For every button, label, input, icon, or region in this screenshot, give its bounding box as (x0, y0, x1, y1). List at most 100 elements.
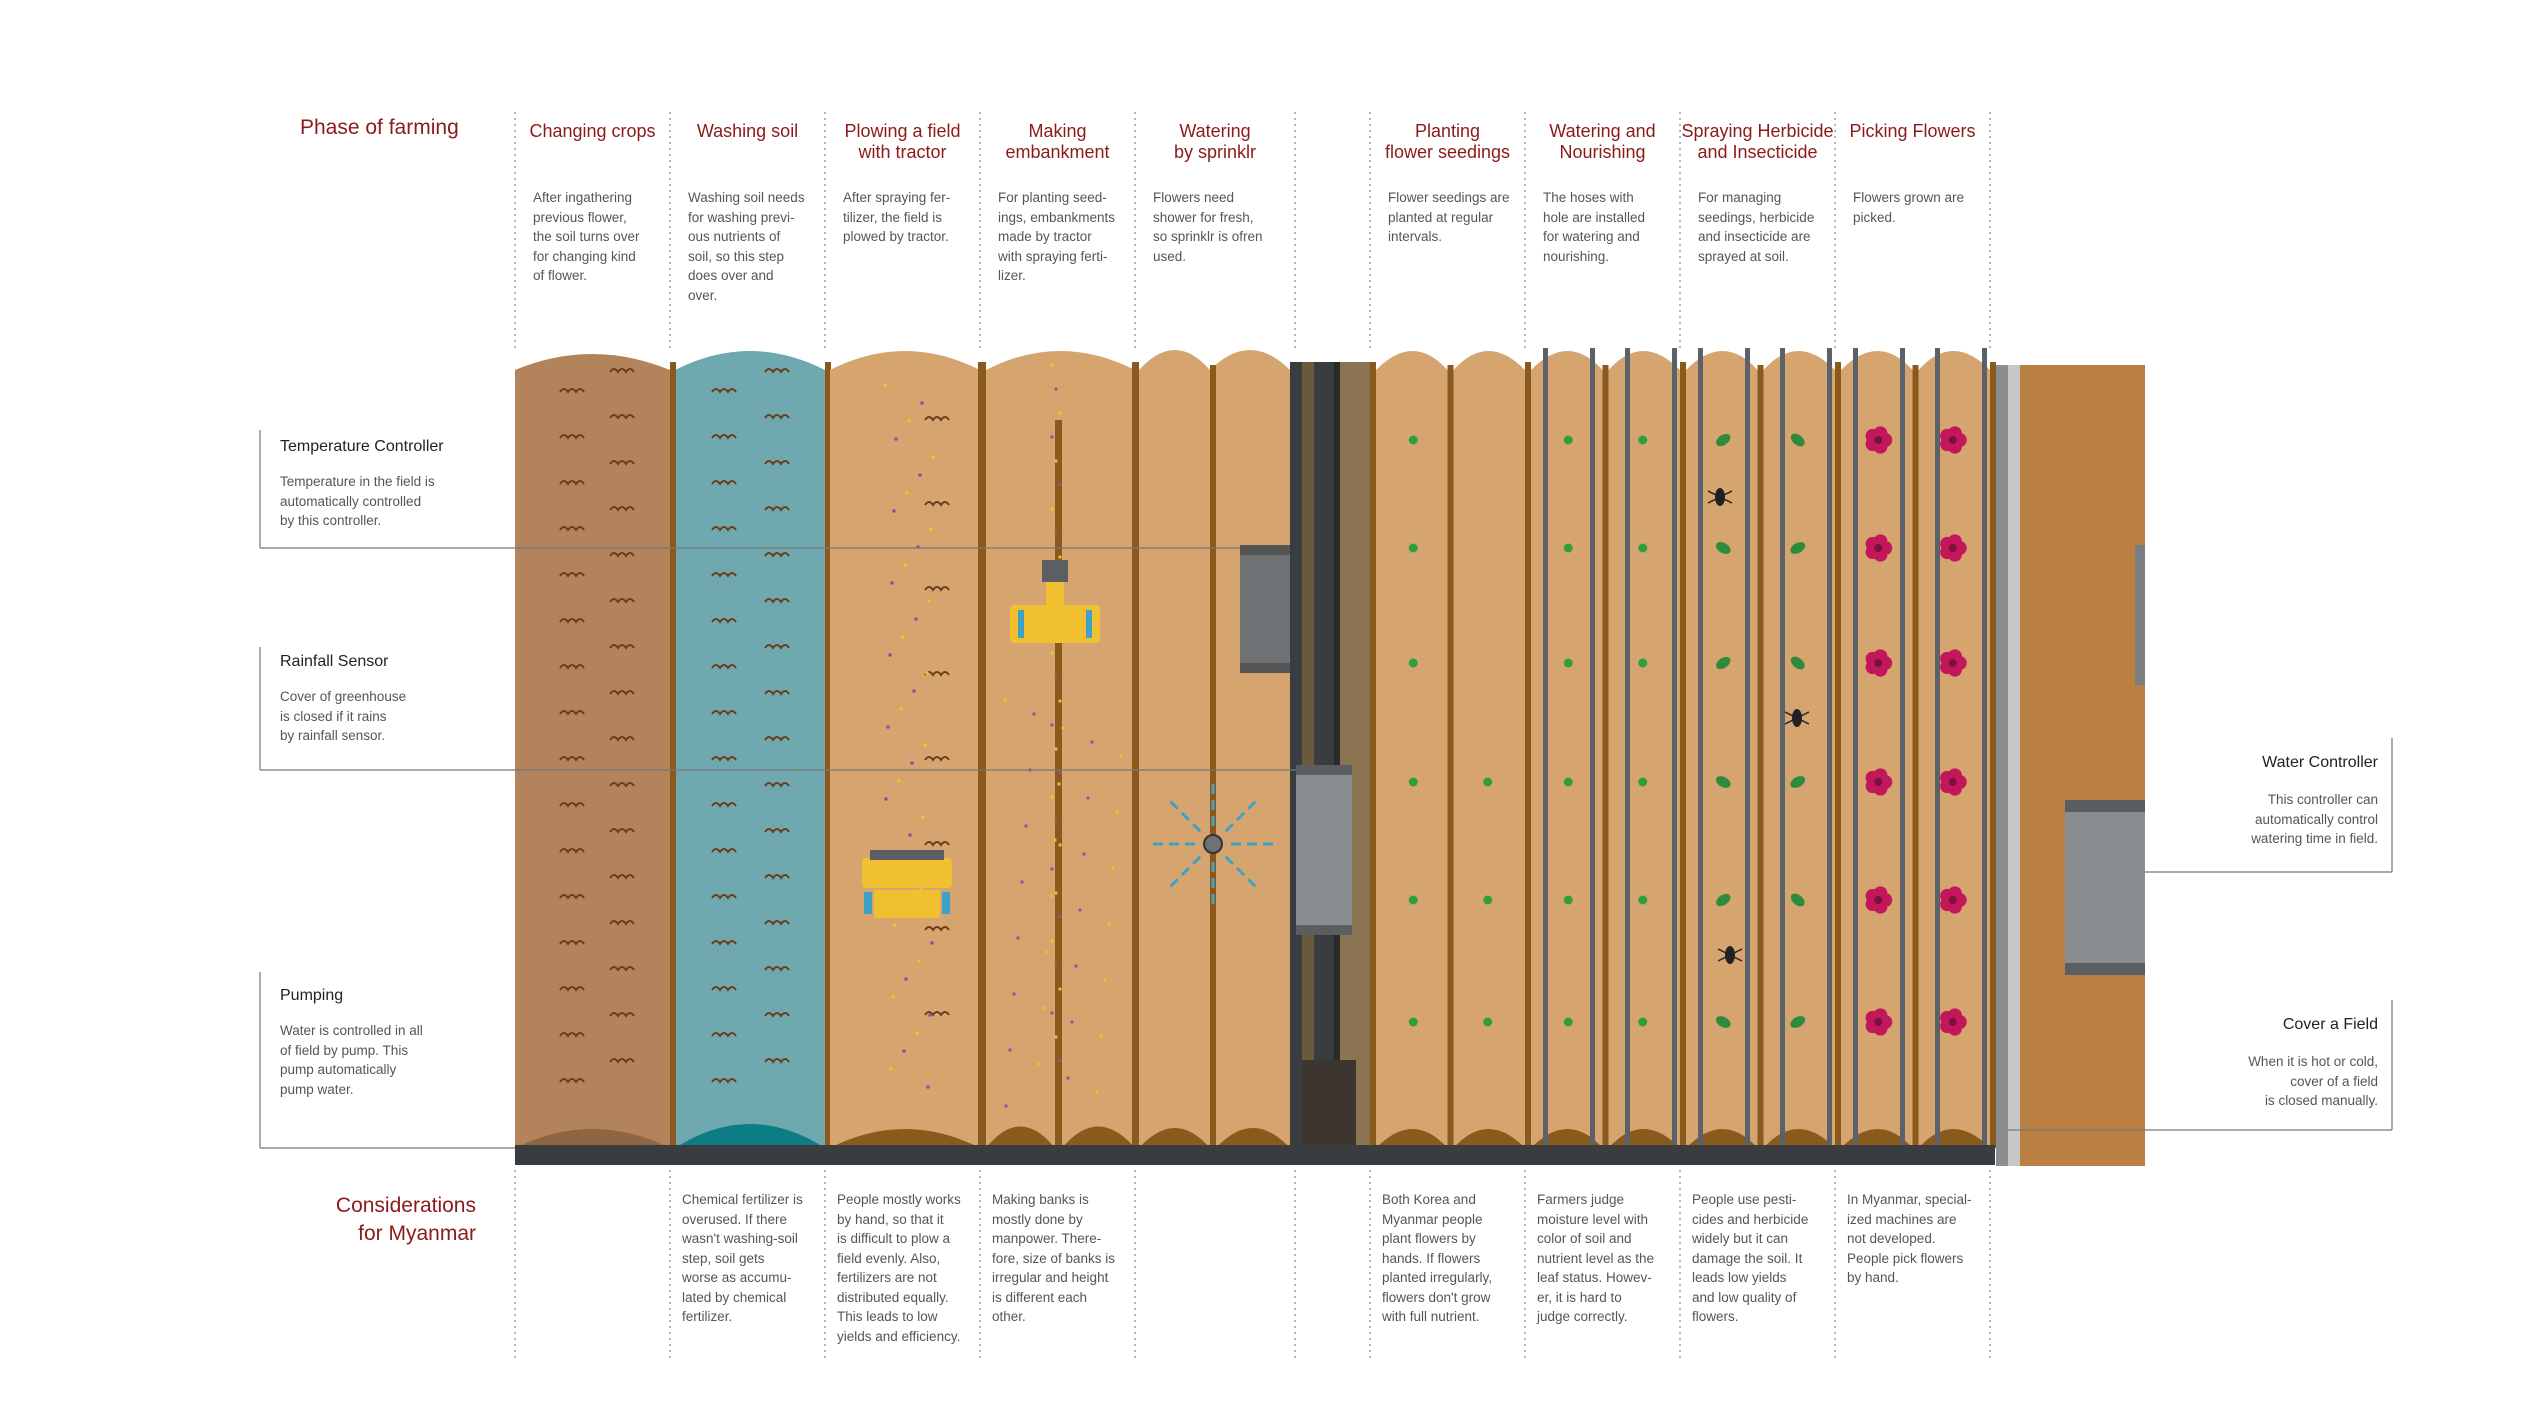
fertilizer-dot (907, 419, 911, 423)
consideration-line: Chemical fertilizer is (682, 1192, 803, 1207)
soil-squiggle (609, 966, 635, 972)
water-squiggle (764, 1058, 790, 1064)
hose-line (1698, 348, 1703, 1148)
left-annotation-line: pump water. (280, 1081, 354, 1097)
left-annotation-line: pump automatically (280, 1062, 397, 1077)
consideration-line: not developed. (1847, 1231, 1936, 1246)
phase-title-line: by sprinklr (1173, 142, 1257, 162)
seedling-dot (1638, 543, 1648, 553)
embankment-line (1912, 365, 1919, 1148)
consideration-line: by hand. (1847, 1270, 1899, 1285)
phase-title: Planting flower seedings (1370, 121, 1525, 163)
fertilizer-dot (1095, 1090, 1099, 1094)
controller-cap (1240, 545, 1290, 555)
flower-center (1874, 896, 1883, 904)
soil-squiggle (559, 526, 585, 532)
seedling-dot (1408, 543, 1418, 553)
consideration-line: Making banks is (992, 1192, 1089, 1207)
soil-squiggle (924, 1011, 950, 1017)
soil-mound (1531, 1129, 1603, 1148)
tractor-roller (870, 850, 944, 860)
fertilizer-dot (1054, 387, 1058, 391)
phase-description: After ingathering previous flower, the soi… (533, 188, 640, 286)
phase-title: Changing crops (515, 121, 670, 142)
leaf (1790, 433, 1805, 447)
phase-title: Watering and Nourishing (1525, 121, 1680, 163)
phase-description-line: for washing previ- (688, 209, 795, 225)
hose-line (1543, 348, 1548, 1148)
leaf (1790, 542, 1806, 554)
water-squiggle (764, 736, 790, 742)
water-squiggle (711, 802, 737, 808)
fertilizer-dot (902, 1049, 906, 1053)
fertilizer-dot (1058, 411, 1062, 415)
insect-leg (1784, 711, 1810, 725)
sprinkler-spray (1224, 855, 1258, 889)
phase-description-line: Washing soil needs (688, 190, 805, 205)
consideration-line: by hand, so that it (837, 1211, 944, 1227)
soil-squiggle (559, 756, 585, 762)
fertilizer-dot (931, 455, 935, 459)
soil-column-planting (1376, 351, 1448, 1148)
fertilizer-dot (918, 473, 922, 477)
consideration-line: mostly done by (992, 1211, 1083, 1227)
soil-squiggle (609, 506, 635, 512)
leaf (1715, 776, 1731, 788)
water-squiggle (711, 388, 737, 394)
soil-squiggle (559, 434, 585, 440)
fertilizer-dot (1115, 810, 1119, 814)
fertilizer-dot (1086, 796, 1090, 800)
hose-line (1590, 348, 1595, 1148)
phase-description-line: plowed by tractor. (843, 229, 949, 244)
flower-center (1874, 659, 1883, 667)
phase-description-line: with spraying ferti- (998, 248, 1108, 264)
fertilizer-dot (908, 833, 912, 837)
phase-description: Flower seedings are planted at regular int… (1388, 188, 1510, 247)
consideration-line: leaf status. Howev- (1537, 1270, 1652, 1285)
seedling-dot (1408, 435, 1418, 445)
phase-description-line: of flower. (533, 268, 588, 283)
phase-title: Spraying Herbicide and Insecticide (1680, 121, 1835, 163)
fertilizer-dot (910, 761, 914, 765)
consideration-line: distributed equally. (837, 1289, 949, 1305)
soil-mound (1139, 1128, 1210, 1148)
soil-squiggle (609, 414, 635, 420)
fertilizer-dot (1107, 922, 1111, 926)
consideration-line: Both Korea and (1382, 1192, 1476, 1207)
fertilizer-dot (897, 779, 901, 783)
right-annotation-description: When it is hot or cold, cover of a field i… (2248, 1052, 2378, 1111)
left-annotation-line: Temperature in the field is (280, 474, 435, 489)
phase-description-line: previous flower, (533, 209, 627, 225)
fertilizer-dot (1045, 950, 1049, 954)
fertilizer-dot (920, 401, 924, 405)
soil-squiggle (559, 664, 585, 670)
water-squiggle (764, 644, 790, 650)
flower-center (1948, 778, 1957, 786)
leaf (1716, 656, 1731, 670)
left-annotation-title: Rainfall Sensor (280, 653, 389, 670)
consideration-line: This leads to low (837, 1309, 938, 1324)
consideration-line: ized machines are (1847, 1211, 1957, 1227)
leaf (1715, 542, 1731, 554)
fertilizer-dot (1032, 712, 1036, 716)
column-border (825, 362, 831, 1148)
fertilizer-dot (1099, 1034, 1103, 1038)
fertilizer-dot (921, 815, 925, 819)
fertilizer-dot (1041, 1006, 1045, 1010)
consideration-line: moisture level with (1537, 1211, 1649, 1227)
soil-squiggle (924, 671, 950, 677)
right-annotation-line: automatically control (2254, 811, 2378, 827)
seedling-dot (1483, 777, 1493, 787)
consideration-line: is different each (992, 1289, 1088, 1305)
seedling-dot (1563, 435, 1573, 445)
right-annotation-title: Cover a Field (2282, 1016, 2378, 1033)
phase-description-line: over. (688, 287, 718, 303)
phase-description-line: sprayed at soil. (1698, 248, 1789, 264)
fertilizer-dot (1054, 459, 1058, 463)
left-annotation-line: automatically controlled (280, 493, 422, 509)
phase-description-line: tilizer, the field is (843, 209, 943, 225)
phase-title-line: embankment (1005, 142, 1110, 162)
flower-center (1948, 896, 1957, 904)
phase-description-line: ings, embankments (998, 209, 1116, 225)
fertilizer-dot (915, 1031, 919, 1035)
